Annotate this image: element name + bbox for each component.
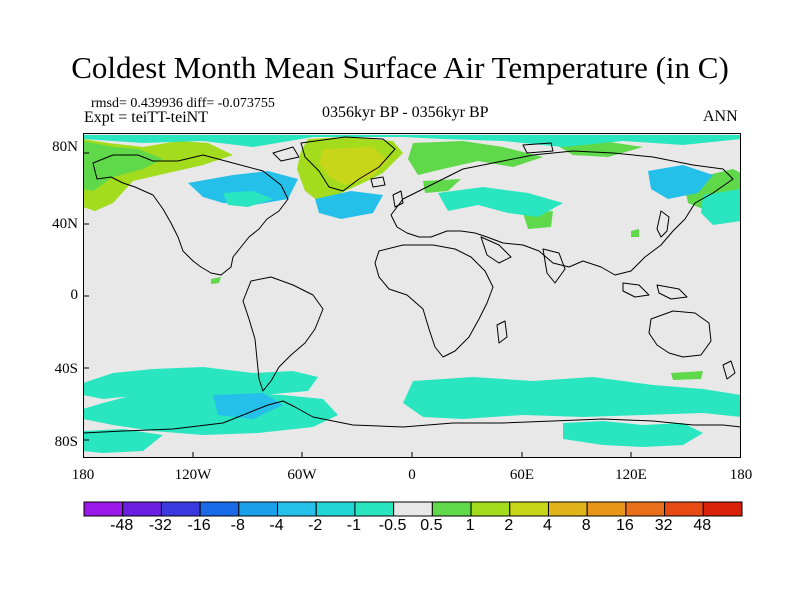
colorbar-label: -1 — [346, 517, 361, 534]
colorbar-box — [625, 501, 666, 517]
colorbar-box — [586, 501, 627, 517]
colorbar-box — [509, 501, 549, 517]
colorbar-label: 32 — [654, 517, 673, 534]
colorbar-label: -4 — [269, 517, 284, 534]
colorbar-box — [431, 501, 472, 517]
colorbar-label: 16 — [615, 517, 634, 534]
colorbar-box — [238, 501, 279, 517]
lon-tick-180w: 180 — [71, 467, 95, 483]
colorbar-label: 4 — [543, 517, 552, 534]
colorbar-box — [199, 501, 240, 517]
negative-anomaly-regions — [83, 135, 741, 453]
colorbar-box — [122, 501, 162, 517]
colorbar-label: -0.5 — [378, 517, 407, 534]
colorbar — [83, 501, 743, 517]
colorbar-label: 48 — [693, 517, 712, 534]
lat-tick-0: 0 — [70, 287, 79, 303]
colorbar-label: 1 — [465, 517, 475, 534]
colorbar-box — [702, 501, 743, 517]
experiment-label: Expt = teiTT-teiNT — [84, 109, 208, 126]
lon-tick-180e: 180 — [729, 467, 753, 483]
colorbar-label: 0.5 — [420, 517, 443, 534]
colorbar-label: -2 — [308, 517, 323, 534]
colorbar-box — [83, 501, 124, 517]
map-title: Coldest Month Mean Surface Air Temperatu… — [71, 50, 729, 85]
colorbar-box — [470, 501, 511, 517]
colorbar-label: -48 — [110, 517, 134, 534]
colorbar-box — [160, 501, 201, 517]
lon-tick-60w: 60W — [287, 467, 317, 483]
lat-tick-40n: 40N — [52, 216, 78, 232]
lat-tick-80s: 80S — [54, 434, 78, 450]
colorbar-label: -8 — [230, 517, 245, 534]
period-label: 0356kyr BP - 0356kyr BP — [322, 104, 489, 121]
temperature-map — [83, 133, 741, 458]
colorbar-label: -32 — [148, 517, 172, 534]
map-tick-marks — [83, 152, 632, 458]
colorbar-box — [354, 501, 395, 517]
season-label: ANN — [703, 108, 738, 125]
lon-tick-60e: 60E — [509, 467, 535, 483]
colorbar-box — [277, 501, 317, 517]
colorbar-box — [315, 501, 356, 517]
colorbar-label: -16 — [187, 517, 211, 534]
lat-tick-40s: 40S — [54, 361, 78, 377]
colorbar-box — [393, 501, 433, 517]
lon-tick-120e: 120E — [615, 467, 647, 483]
lat-tick-80n: 80N — [52, 139, 78, 155]
stats-text: rmsd= 0.439936 diff= -0.073755 — [91, 96, 275, 111]
colorbar-box — [664, 501, 704, 517]
colorbar-box — [547, 501, 588, 517]
colorbar-label: 8 — [581, 517, 591, 534]
lon-tick-0: 0 — [408, 467, 416, 483]
lon-tick-120w: 120W — [174, 467, 212, 483]
coastlines — [83, 136, 741, 434]
colorbar-label: 2 — [504, 517, 514, 534]
